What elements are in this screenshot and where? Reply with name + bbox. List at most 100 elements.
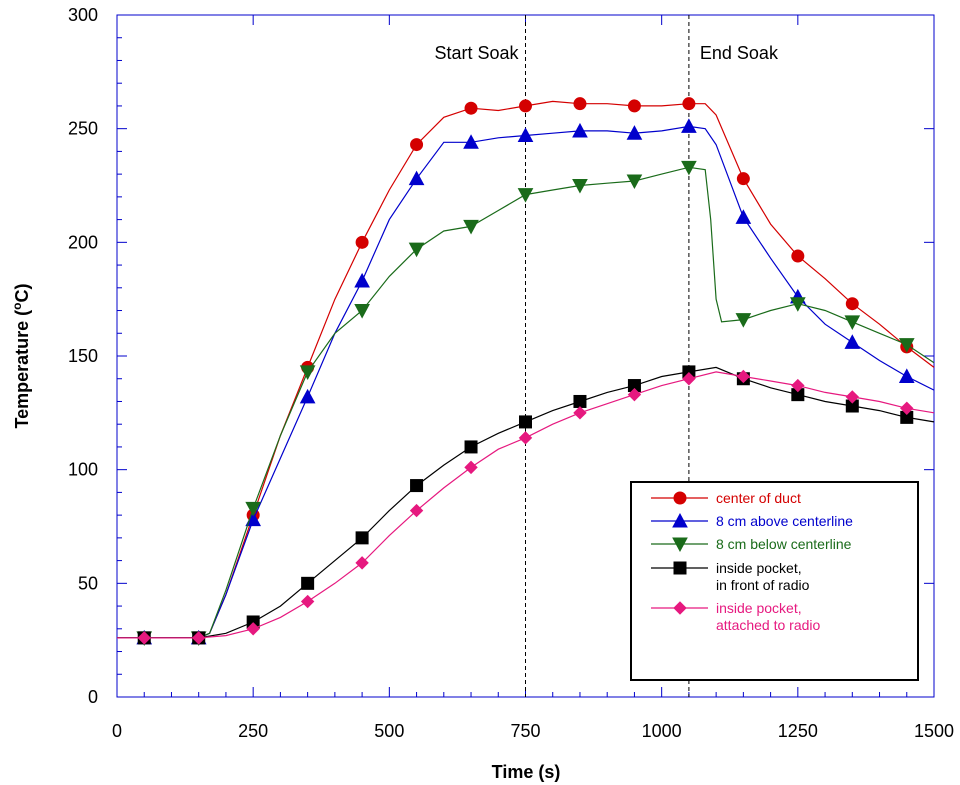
- data-point-marker: [789, 297, 806, 312]
- legend-item: inside pocket, attached to radio: [651, 600, 821, 633]
- data-point-marker: [301, 576, 315, 590]
- data-point-marker: [463, 134, 479, 149]
- data-point-marker: [672, 512, 688, 528]
- legend-label: 8 cm below centerline: [716, 536, 852, 552]
- data-point-marker: [464, 101, 478, 115]
- legend-box: [630, 481, 919, 681]
- data-point-marker: [517, 127, 534, 142]
- data-point-marker: [673, 601, 687, 615]
- x-tick-label: 1250: [778, 721, 818, 741]
- y-tick-label: 250: [68, 119, 98, 139]
- data-point-marker: [844, 334, 861, 349]
- data-point-marker: [517, 188, 534, 203]
- legend-item: center of duct: [651, 490, 801, 506]
- legend-label-line: inside pocket,: [716, 560, 802, 576]
- data-point-marker: [246, 622, 260, 636]
- data-point-marker: [191, 631, 206, 645]
- legend-item: 8 cm above centerline: [651, 512, 853, 529]
- legend-item: 8 cm below centerline: [651, 536, 852, 553]
- soak-annotation-label: Start Soak: [434, 43, 519, 63]
- soak-annotation-label: End Soak: [700, 43, 779, 63]
- data-point-marker: [519, 415, 532, 429]
- data-point-marker: [573, 406, 587, 420]
- x-axis-title: Time (s): [492, 762, 561, 782]
- data-point-marker: [900, 401, 914, 415]
- data-point-marker: [299, 365, 316, 380]
- data-point-marker: [573, 97, 587, 111]
- data-point-marker: [845, 297, 859, 311]
- legend-item: inside pocket, in front of radio: [651, 560, 810, 593]
- data-point-marker: [355, 531, 369, 545]
- data-point-marker: [408, 170, 425, 186]
- data-point-marker: [354, 304, 370, 319]
- data-point-marker: [354, 272, 370, 288]
- y-axis-title: Temperature (oC): [10, 283, 32, 428]
- data-point-marker: [898, 338, 915, 353]
- data-point-marker: [791, 249, 805, 263]
- x-tick-label: 1500: [914, 721, 954, 741]
- data-point-marker: [572, 179, 588, 194]
- legend-label: inside pocket, in front of radio: [716, 560, 810, 593]
- data-point-marker: [572, 122, 588, 138]
- series-0: [117, 97, 935, 645]
- legend-label: 8 cm above centerline: [716, 513, 853, 529]
- data-point-marker: [300, 594, 315, 609]
- y-tick-label: 300: [68, 5, 98, 25]
- legend: center of duct 8 cm above centerline 8 cm …: [630, 481, 919, 681]
- data-point-marker: [682, 372, 696, 386]
- data-point-marker: [845, 390, 860, 404]
- legend-label-line: attached to radio: [716, 617, 821, 633]
- data-point-marker: [519, 99, 532, 113]
- y-tick-label: 0: [88, 687, 98, 707]
- legend-label-line: 8 cm below centerline: [716, 536, 852, 552]
- series-layer: [117, 97, 935, 646]
- data-point-marker: [736, 369, 751, 384]
- data-point-marker: [673, 491, 687, 505]
- y-axis-title-superscript: o: [10, 302, 24, 309]
- data-point-marker: [681, 160, 697, 176]
- legend-label-line: 8 cm above centerline: [716, 513, 853, 529]
- x-tick-label: 0: [112, 721, 122, 741]
- x-tick-label: 1000: [642, 721, 682, 741]
- legend-items: center of duct 8 cm above centerline 8 cm …: [651, 490, 853, 633]
- data-point-marker: [245, 501, 262, 517]
- axes-layer: 0 250 500 750 1000 1250 1500 0 50 100 150 200 250 300: [68, 5, 954, 741]
- data-point-marker: [410, 479, 424, 493]
- data-point-marker: [898, 368, 915, 383]
- data-point-marker: [355, 556, 369, 570]
- data-point-marker: [137, 631, 151, 645]
- data-point-marker: [735, 209, 752, 224]
- legend-label-line: in front of radio: [716, 577, 810, 593]
- data-point-marker: [299, 388, 316, 404]
- data-point-marker: [626, 125, 643, 140]
- y-tick-label: 50: [78, 573, 98, 593]
- legend-label-line: center of duct: [716, 490, 801, 506]
- data-point-marker: [573, 394, 587, 408]
- data-point-marker: [791, 378, 805, 393]
- data-point-marker: [408, 242, 425, 258]
- data-point-marker: [464, 440, 478, 454]
- data-point-marker: [681, 118, 697, 133]
- x-tick-label: 750: [510, 721, 540, 741]
- data-point-marker: [409, 503, 424, 518]
- data-point-marker: [735, 313, 752, 328]
- x-tick-label: 500: [374, 721, 404, 741]
- y-tick-label: 150: [68, 346, 98, 366]
- data-point-marker: [736, 172, 750, 186]
- legend-label: inside pocket, attached to radio: [716, 600, 821, 633]
- data-point-marker: [672, 537, 688, 553]
- data-point-marker: [463, 219, 479, 235]
- data-point-marker: [518, 431, 533, 445]
- series-line: [117, 166, 935, 639]
- data-point-marker: [464, 460, 478, 475]
- y-axis-title-main: Temperature (: [12, 310, 32, 429]
- y-tick-label: 200: [68, 232, 98, 252]
- data-point-marker: [682, 97, 696, 111]
- series-4: [117, 369, 935, 645]
- y-axis-title-end: C): [12, 283, 32, 302]
- data-point-marker: [844, 315, 861, 330]
- data-point-marker: [627, 387, 642, 402]
- legend-label-line: inside pocket,: [716, 600, 802, 616]
- data-point-marker: [626, 174, 643, 190]
